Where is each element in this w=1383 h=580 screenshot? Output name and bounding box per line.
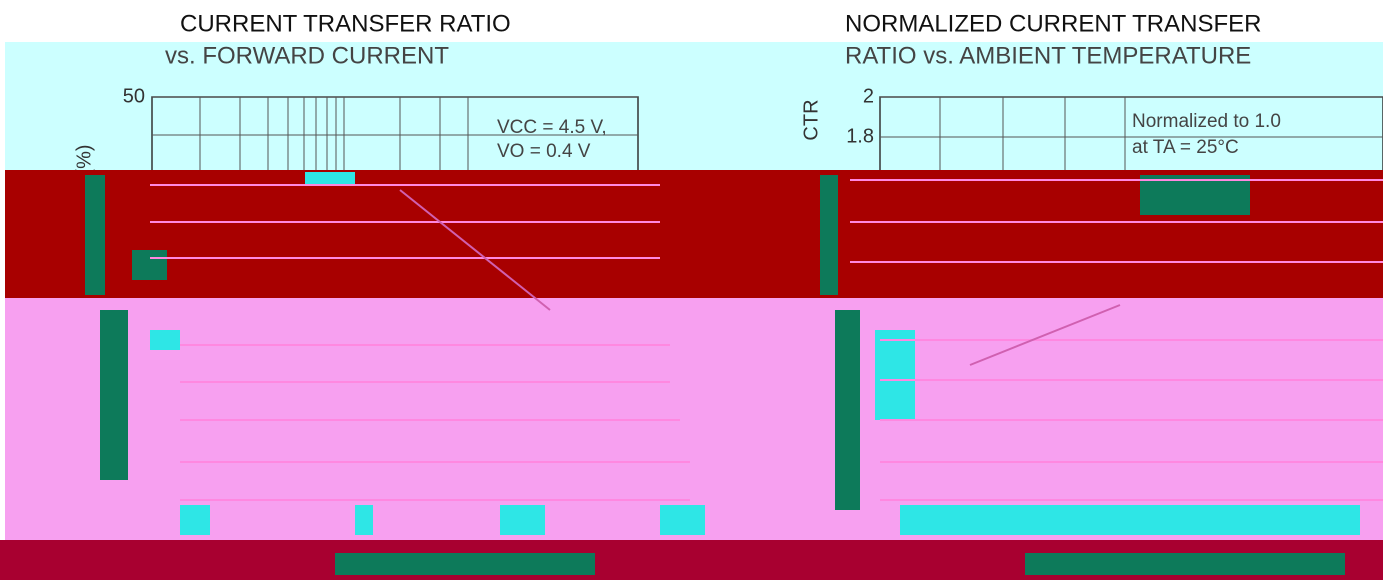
- chart-title: NORMALIZED CURRENT TRANSFER: [845, 10, 1261, 37]
- glitch-streaks: [150, 179, 1383, 501]
- y-tick-label: 2: [863, 85, 874, 107]
- y-axis-label: (%): [73, 144, 95, 175]
- chart-subtitle: vs. FORWARD CURRENT: [165, 42, 449, 69]
- chart-title: CURRENT TRANSFER RATIO: [180, 10, 511, 37]
- chart-subtitle: RATIO vs. AMBIENT TEMPERATURE: [845, 42, 1251, 69]
- glitch-noise: [150, 172, 1360, 535]
- glitch-band: [5, 42, 1383, 170]
- annotation: at TA = 25°C: [1132, 137, 1239, 158]
- annotation: VO = 0.4 V: [497, 141, 591, 162]
- y-tick-label: 50: [123, 85, 145, 107]
- y-tick-label: 1.8: [846, 125, 874, 147]
- y-axis-label: CTR: [800, 99, 822, 140]
- glitch-noise: [85, 175, 1345, 575]
- annotation: Normalized to 1.0: [1132, 111, 1281, 132]
- annotation: VCC = 4.5 V,: [497, 117, 607, 138]
